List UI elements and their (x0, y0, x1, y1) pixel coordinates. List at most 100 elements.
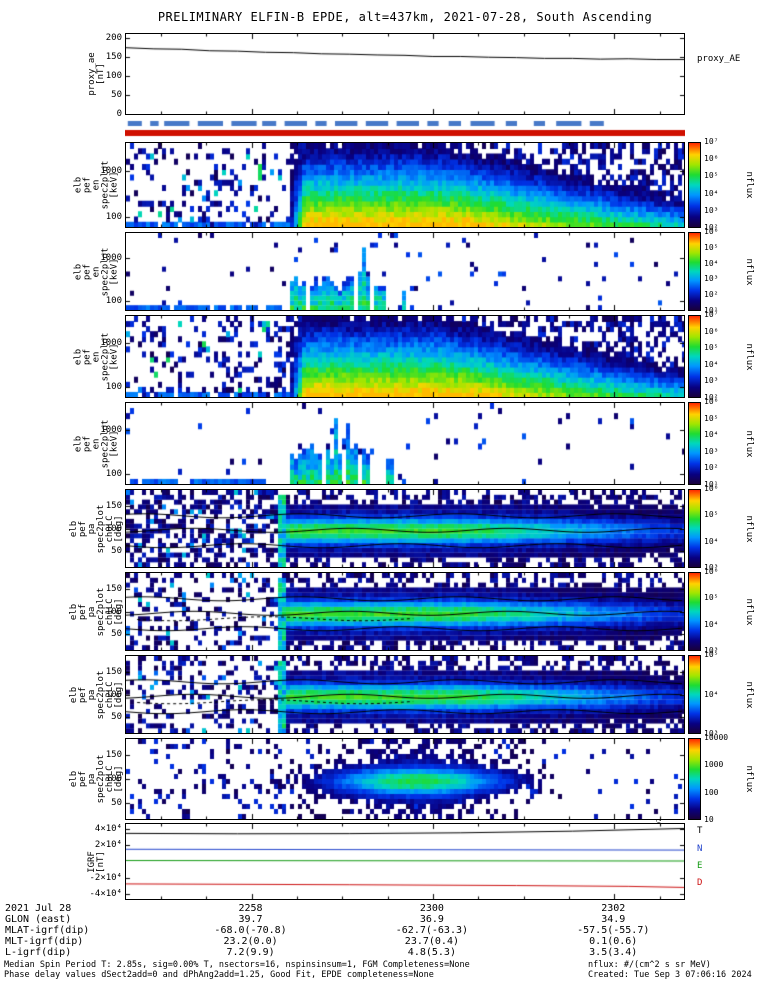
en-spec-4-colorbar-tick-2: 10⁴ (704, 430, 719, 440)
panel-en-spec-2 (125, 232, 685, 311)
en-spec-3-ytick-0: 1000 (100, 337, 122, 348)
xaxis-value-r2-c2: -57.5(-55.7) (577, 925, 650, 936)
xaxis-value-r1-c1: 36.9 (419, 914, 444, 925)
xaxis-row-label-3: MLT-igrf(dip) (5, 936, 84, 947)
pa-spec-ch3-colorbar-tick-1: 1000 (704, 760, 724, 770)
pa-spec-ch2-ytick-0: 150 (105, 666, 122, 677)
en-spec-2-colorbar-tick-3: 10³ (704, 274, 719, 284)
en-spec-1-colorbar-tick-4: 10³ (704, 205, 719, 215)
en-spec-4-colorbar (688, 402, 701, 485)
en-spec-1-canvas (126, 143, 684, 227)
en-spec-4-colorbar-tick-3: 10³ (704, 446, 719, 456)
en-spec-2-canvas (126, 233, 684, 310)
pa-spec-ch2-ytick-1: 100 (105, 689, 122, 700)
xaxis-value-r4-c1: 4.8(5.3) (407, 947, 456, 958)
en-spec-3-colorbar-tick-3: 10⁴ (704, 359, 719, 369)
en-spec-3-ytick-1: 100 (105, 382, 122, 393)
panel-proxy-ae (125, 33, 685, 115)
xaxis-value-r1-c2: 34.9 (601, 914, 626, 925)
igrf-right-label-N: N (697, 843, 703, 854)
pa-spec-ch0-colorbar-tick-2: 10⁴ (704, 536, 719, 546)
xaxis-value-r0-c2: 2302 (601, 903, 626, 914)
footer-nflux-units: nflux: #/(cm^2 s sr MeV) (588, 960, 711, 970)
en-spec-2-colorbar-tick-5: 10¹ (704, 306, 719, 315)
pa-spec-ch1-ytick-0: 150 (105, 583, 122, 594)
igrf-right-label-T: T (697, 825, 703, 836)
xaxis-value-r2-c1: -62.7(-63.3) (395, 925, 469, 936)
en-spec-3-canvas (126, 316, 684, 397)
proxy-ae-ytick-2: 100 (105, 70, 122, 81)
en-spec-2-colorbar-tick-0: 10⁶ (704, 227, 719, 236)
pa-spec-ch0-colorbar-tick-3: 10³ (704, 563, 719, 572)
en-spec-1-colorbar-title: nflux (744, 171, 754, 199)
en-spec-4-colorbar-title: nflux (744, 429, 754, 458)
en-spec-4-ytick-0: 1000 (100, 424, 122, 435)
en-spec-3-colorbar-tick-1: 10⁶ (704, 326, 719, 336)
en-spec-1-colorbar-tick-0: 10⁷ (704, 137, 719, 146)
plot-title: PRELIMINARY ELFIN-B EPDE, alt=437km, 202… (157, 10, 653, 24)
pa-spec-ch1-colorbar-tick-2: 10⁴ (704, 619, 719, 629)
pa-spec-ch1-colorbar-title: nflux (744, 597, 754, 626)
igrf-right-label-E: E (697, 860, 703, 871)
pa-spec-ch1-colorbar-tick-3: 10³ (704, 646, 719, 655)
panel-avail-bars (125, 120, 685, 137)
avail-bars-canvas (125, 120, 685, 137)
xaxis-value-r2-c0: -68.0(-70.8) (214, 925, 287, 936)
en-spec-2-colorbar-tick-1: 10⁵ (704, 242, 719, 252)
xaxis-value-r3-c2: 0.1(0.6) (589, 936, 638, 947)
panel-pa-spec-ch1 (125, 572, 685, 651)
pa-spec-ch2-canvas (126, 656, 684, 733)
panel-pa-spec-ch2 (125, 655, 685, 734)
igrf-ytick-3: -4×10⁴ (89, 889, 122, 900)
pa-spec-ch1-canvas (126, 573, 684, 650)
pa-spec-ch1-ytick-2: 50 (111, 629, 122, 640)
proxy-ae-ytick-3: 50 (111, 89, 122, 100)
pa-spec-ch3-ytick-1: 100 (105, 774, 122, 784)
igrf-right-label-D: D (697, 878, 703, 889)
proxy-ae-ytick-0: 200 (105, 32, 122, 43)
xaxis-row-label-4: L-igrf(dip) (5, 947, 72, 958)
xaxis-value-r4-c2: 3.5(3.4) (589, 947, 638, 958)
pa-spec-ch2-colorbar-title: nflux (744, 680, 754, 709)
pa-spec-ch2-colorbar (688, 655, 701, 734)
xaxis-value-r4-c0: 7.2(9.9) (226, 947, 275, 958)
igrf-ytick-1: 2×10⁴ (94, 840, 122, 851)
panel-pa-spec-ch0 (125, 489, 685, 568)
footer-phase-delay-line: Phase delay values dSect2add=0 and dPhAn… (4, 970, 434, 980)
xaxis-row-label-1: GLON (east) (5, 914, 72, 925)
pa-spec-ch2-colorbar-tick-1: 10⁴ (704, 689, 719, 699)
pa-spec-ch0-colorbar-title: nflux (744, 514, 754, 543)
pa-spec-ch3-ytick-0: 150 (105, 750, 122, 761)
pa-spec-ch3-colorbar-tick-0: 10000 (704, 733, 729, 742)
xaxis-row-label-0: 2021 Jul 28 (5, 903, 72, 914)
en-spec-1-ytick-0: 1000 (100, 165, 122, 176)
pa-spec-ch2-colorbar-tick-0: 10⁵ (704, 650, 719, 659)
en-spec-3-colorbar (688, 315, 701, 398)
proxy-ae-ytick-1: 150 (105, 51, 122, 62)
igrf-ytick-0: 4×10⁴ (94, 823, 122, 834)
en-spec-4-colorbar-tick-5: 10¹ (704, 480, 719, 489)
pa-spec-ch3-colorbar-tick-3: 10 (704, 815, 714, 824)
en-spec-4-canvas (126, 403, 684, 484)
pa-spec-ch2-ytick-2: 50 (111, 712, 122, 723)
pa-spec-ch1-ytick-1: 100 (105, 606, 122, 617)
en-spec-2-ytick-1: 100 (105, 295, 122, 306)
footer-created-stamp: Created: Tue Sep 3 07:06:16 2024 (588, 970, 752, 980)
panel-en-spec-1 (125, 142, 685, 228)
en-spec-1-colorbar-tick-3: 10⁴ (704, 188, 719, 198)
en-spec-2-colorbar-tick-4: 10² (704, 290, 719, 300)
pa-spec-ch1-colorbar-tick-0: 10⁶ (704, 567, 719, 576)
xaxis-value-r1-c0: 39.7 (238, 914, 263, 925)
en-spec-2-ytick-0: 1000 (100, 253, 122, 264)
en-spec-1-colorbar-tick-2: 10⁵ (704, 171, 719, 181)
proxy-ae-right-label-proxy_AE: proxy_AE (697, 54, 741, 65)
en-spec-3-colorbar-tick-0: 10⁷ (704, 310, 719, 319)
pa-spec-ch0-colorbar-tick-1: 10⁵ (704, 510, 719, 520)
pa-spec-ch3-canvas (126, 739, 684, 819)
pa-spec-ch1-colorbar (688, 572, 701, 651)
pa-spec-ch3-ytick-2: 50 (111, 797, 122, 808)
igrf-ylabel: IGRF [nT] (87, 850, 106, 873)
igrf-ytick-2: -2×10⁴ (89, 872, 122, 883)
en-spec-4-colorbar-tick-4: 10² (704, 463, 719, 473)
en-spec-3-colorbar-tick-2: 10⁵ (704, 343, 719, 353)
